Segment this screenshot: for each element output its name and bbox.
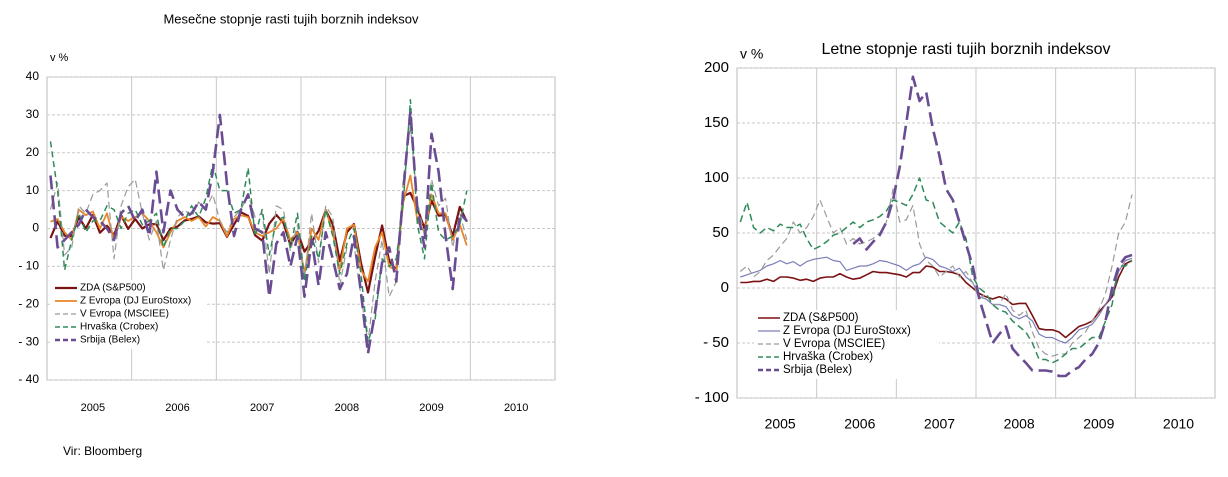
y-tick-label: 10 <box>26 183 40 197</box>
y-tick-label: 200 <box>704 59 729 76</box>
legend-label: V Evropa (MSCIEE) <box>783 338 885 350</box>
x-tick-label: 2005 <box>81 402 105 414</box>
y-tick-label: - 10 <box>18 259 39 273</box>
series-line <box>740 259 1133 339</box>
series-line <box>739 177 1133 364</box>
chart-title: Letne stopnje rasti tujih borznih indeks… <box>821 41 1110 58</box>
y-tick-label: 50 <box>712 224 729 241</box>
y-tick-label: 30 <box>26 107 40 121</box>
x-tick-label: 2005 <box>765 416 796 432</box>
x-tick-label: 2009 <box>1083 416 1114 432</box>
y-tick-label: 150 <box>704 114 729 131</box>
y-tick-label: 40 <box>26 69 40 83</box>
y-axis-label: v % <box>740 46 763 62</box>
series-line <box>740 256 1133 344</box>
y-tick-label: - 30 <box>18 334 39 348</box>
y-tick-label: - 50 <box>703 334 729 351</box>
y-tick-label: - 20 <box>18 296 39 310</box>
x-tick-label: 2010 <box>504 402 528 414</box>
chart-title: Mesečne stopnje rasti tujih borznih inde… <box>163 11 419 26</box>
legend-label: Hrvaška (Crobex) <box>783 351 873 363</box>
x-tick-label: 2007 <box>250 402 274 414</box>
x-tick-label: 2008 <box>335 402 359 414</box>
x-tick-label: 2010 <box>1163 416 1194 432</box>
series-line <box>852 75 1133 378</box>
series-line <box>49 109 468 355</box>
legend-label: Hrvaška (Crobex) <box>80 322 158 333</box>
legend-box <box>51 280 206 349</box>
legend-label: Srbija (Belex) <box>80 335 140 346</box>
legend-label: ZDA (S&P500) <box>80 283 146 294</box>
y-tick-label: 0 <box>32 221 39 235</box>
y-tick-label: 0 <box>721 279 729 296</box>
legend-label: V Evropa (MSCIEE) <box>80 309 169 320</box>
x-tick-label: 2008 <box>1004 416 1035 432</box>
y-tick-label: 100 <box>704 169 729 186</box>
x-tick-label: 2007 <box>924 416 955 432</box>
legend-box <box>754 310 939 379</box>
legend-label: Z Evropa (DJ EuroStoxx) <box>783 325 911 337</box>
legend-label: ZDA (S&P500) <box>783 312 859 324</box>
x-tick-label: 2009 <box>419 402 443 414</box>
series-line <box>49 191 468 294</box>
y-tick-label: - 40 <box>18 372 39 386</box>
series-line <box>49 98 468 343</box>
y-tick-label: - 100 <box>695 389 729 406</box>
legend-label: Z Evropa (DJ EuroStoxx) <box>80 296 191 307</box>
legend-label: Srbija (Belex) <box>783 364 852 376</box>
x-tick-label: 2006 <box>165 402 189 414</box>
source: Vir: Bloomberg <box>63 444 142 458</box>
x-tick-label: 2006 <box>844 416 875 432</box>
y-axis-label: v % <box>50 52 69 64</box>
y-tick-label: 20 <box>26 145 40 159</box>
